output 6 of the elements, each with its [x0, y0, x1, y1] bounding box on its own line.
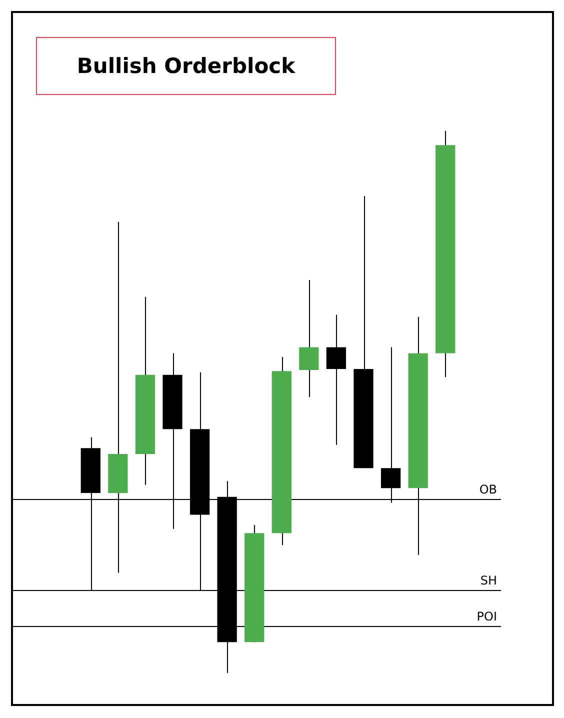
- ref-line-label: SH: [480, 574, 497, 588]
- ref-line-label: POI: [476, 610, 497, 624]
- ref-line-label: OB: [479, 482, 497, 497]
- chart-title: Bullish Orderblock: [36, 37, 336, 95]
- candlestick: [299, 280, 319, 398]
- candlestick: [326, 314, 346, 446]
